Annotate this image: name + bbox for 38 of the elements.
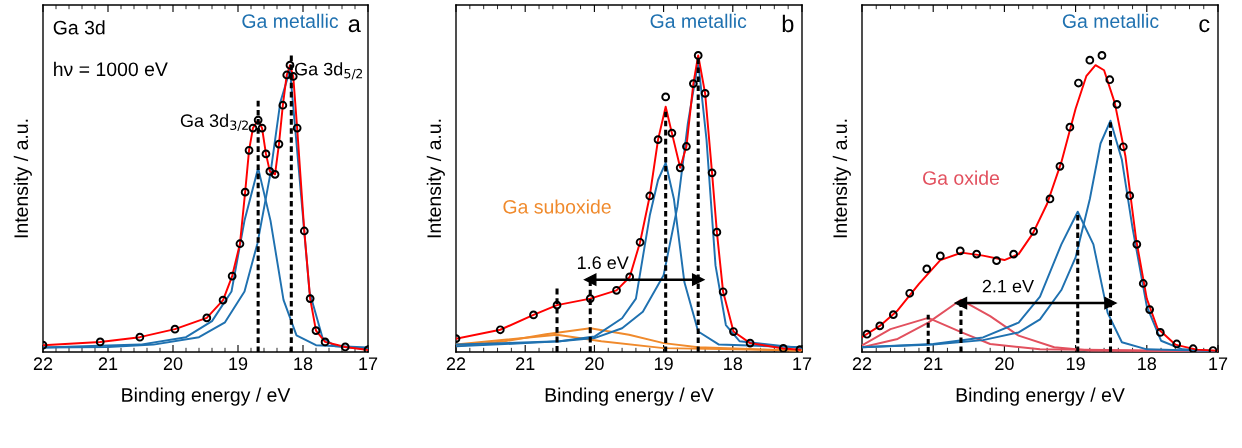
x-tick-label: 19 — [1066, 357, 1085, 371]
chart-title: a — [348, 19, 361, 33]
annotation: 1.6 eV — [577, 256, 629, 270]
x-tick-label: 17 — [793, 357, 812, 370]
y-axis-title: Intensity / a.u. — [426, 119, 445, 238]
x-tick-label: 19 — [229, 357, 248, 371]
text: Ga metallic — [650, 13, 747, 29]
x-tick-label: 18 — [724, 357, 743, 371]
x-tick-label: 17 — [1209, 357, 1228, 370]
annotation: hν = 1000 eV — [54, 61, 168, 77]
x-tick-label: 22 — [33, 357, 53, 370]
annotation: Ga 3d$_{3/2}$ — [180, 113, 248, 131]
annotation: Ga 3d$_{5/2}$ — [294, 62, 363, 80]
chart-title: b — [782, 14, 794, 33]
x-tick-label: 21 — [924, 357, 943, 370]
x-tick-label: 18 — [1138, 357, 1157, 371]
x-tick-label: 22 — [852, 357, 872, 370]
x-tick-label: 17 — [359, 357, 378, 370]
y-axis-title: Intensity / a.u. — [13, 119, 32, 238]
x-tick-label: 21 — [516, 357, 535, 370]
chart-title: c — [1199, 19, 1210, 33]
x-axis-title: Binding energy / eV — [122, 387, 291, 406]
x-tick-label: 20 — [585, 357, 604, 371]
x-axis-title: Binding energy / eV — [956, 387, 1125, 406]
x-tick-label: 20 — [995, 357, 1014, 371]
text: Ga suboxide — [503, 199, 611, 214]
x-tick-label: 21 — [98, 357, 118, 370]
x-tick-label: 20 — [163, 357, 183, 371]
y-axis-title: Intensity / a.u. — [832, 119, 851, 238]
text: Ga oxide — [923, 170, 1000, 185]
x-tick-label: 18 — [294, 357, 313, 371]
x-tick-label: 22 — [446, 357, 466, 370]
x-axis-title: Binding energy / eV — [545, 387, 714, 406]
x-tick-label: 19 — [654, 357, 673, 371]
text: Ga metallic — [1062, 13, 1159, 29]
text: Ga 3d — [53, 20, 105, 35]
annotation: 2.1 eV — [982, 279, 1034, 293]
text: Ga metallic — [242, 13, 339, 29]
